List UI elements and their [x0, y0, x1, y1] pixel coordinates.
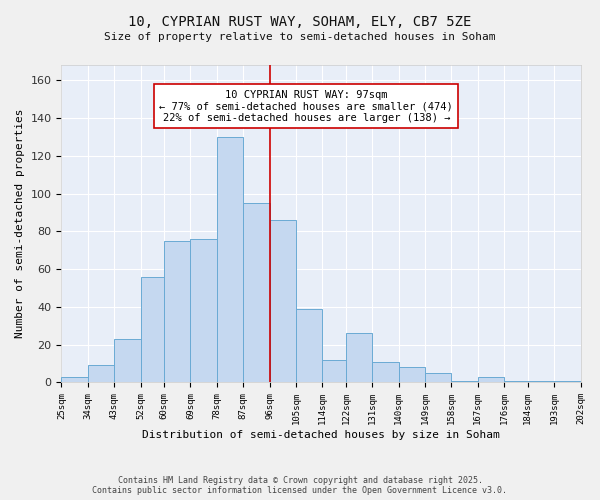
- Text: 10, CYPRIAN RUST WAY, SOHAM, ELY, CB7 5ZE: 10, CYPRIAN RUST WAY, SOHAM, ELY, CB7 5Z…: [128, 15, 472, 29]
- Bar: [346, 334, 372, 382]
- Bar: [425, 373, 451, 382]
- Bar: [61, 377, 88, 382]
- Bar: [88, 366, 114, 382]
- Bar: [528, 380, 554, 382]
- Bar: [296, 309, 322, 382]
- Text: 10 CYPRIAN RUST WAY: 97sqm
← 77% of semi-detached houses are smaller (474)
22% o: 10 CYPRIAN RUST WAY: 97sqm ← 77% of semi…: [160, 90, 453, 123]
- Bar: [322, 360, 346, 382]
- Text: Contains HM Land Registry data © Crown copyright and database right 2025.
Contai: Contains HM Land Registry data © Crown c…: [92, 476, 508, 495]
- Bar: [372, 362, 398, 382]
- Bar: [451, 380, 478, 382]
- Bar: [398, 368, 425, 382]
- Bar: [478, 377, 504, 382]
- Bar: [243, 203, 269, 382]
- X-axis label: Distribution of semi-detached houses by size in Soham: Distribution of semi-detached houses by …: [142, 430, 500, 440]
- Bar: [140, 276, 164, 382]
- Bar: [217, 137, 243, 382]
- Bar: [114, 339, 140, 382]
- Bar: [269, 220, 296, 382]
- Y-axis label: Number of semi-detached properties: Number of semi-detached properties: [15, 109, 25, 338]
- Bar: [504, 380, 528, 382]
- Bar: [190, 239, 217, 382]
- Bar: [554, 380, 581, 382]
- Text: Size of property relative to semi-detached houses in Soham: Size of property relative to semi-detach…: [104, 32, 496, 42]
- Bar: [164, 240, 190, 382]
